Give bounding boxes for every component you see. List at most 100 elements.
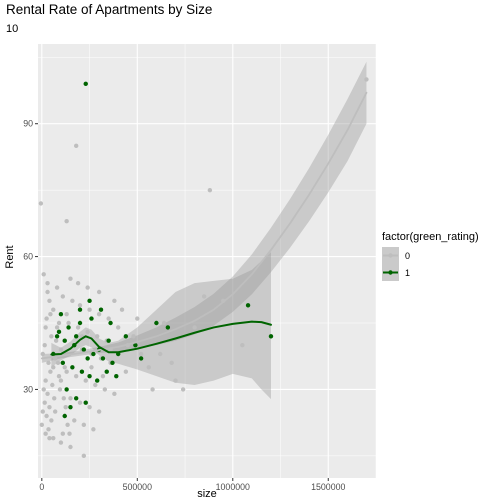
data-point — [102, 387, 108, 392]
data-point — [240, 342, 245, 348]
data-point — [64, 369, 69, 374]
data-point — [41, 387, 46, 392]
data-point — [207, 187, 213, 193]
data-point — [47, 404, 52, 410]
data-point — [119, 307, 125, 312]
data-point — [51, 365, 56, 370]
chart-title: Rental Rate of Apartments by Size — [6, 2, 212, 17]
data-point — [85, 329, 90, 335]
data-point — [123, 369, 129, 374]
data-point — [54, 285, 60, 290]
data-point — [87, 298, 92, 304]
smooth-line-group-0 — [40, 91, 368, 360]
data-point — [62, 338, 67, 343]
data-point — [87, 404, 92, 410]
data-point — [52, 409, 58, 414]
data-point — [40, 409, 45, 414]
data-point — [64, 218, 69, 224]
legend: factor(green_rating) 0 1 — [382, 231, 479, 281]
x-tick-label: 500000 — [123, 482, 152, 492]
data-point — [133, 342, 138, 348]
data-point — [68, 444, 73, 450]
legend-key-point-1 — [388, 270, 393, 275]
data-point — [45, 391, 50, 397]
data-point — [62, 413, 67, 419]
data-point — [46, 360, 51, 366]
data-point — [47, 435, 52, 441]
data-point — [73, 143, 79, 149]
data-point — [45, 289, 50, 295]
data-point — [165, 325, 171, 330]
data-point — [56, 320, 62, 326]
data-point — [161, 320, 167, 326]
data-point — [44, 413, 49, 419]
data-point — [70, 365, 75, 370]
data-point — [75, 325, 81, 330]
chart-subtitle: 10 — [6, 23, 18, 35]
data-point — [123, 334, 129, 339]
data-point — [268, 334, 274, 339]
data-point — [55, 360, 61, 366]
data-point — [52, 396, 57, 401]
smooth-line-0 — [40, 91, 368, 360]
data-point — [62, 365, 67, 370]
data-point — [46, 427, 51, 432]
data-point — [73, 334, 79, 339]
data-point — [42, 400, 47, 405]
data-point — [158, 351, 163, 357]
y-tick-label: 60 — [23, 252, 33, 262]
data-point — [93, 382, 98, 388]
x-tick-label: 0 — [39, 482, 44, 492]
data-point — [110, 360, 115, 366]
data-point — [48, 369, 53, 374]
data-point — [68, 276, 73, 281]
data-point — [58, 378, 64, 383]
data-point — [54, 334, 60, 339]
data-point — [73, 396, 79, 401]
data-point — [66, 325, 71, 330]
data-point — [47, 298, 52, 304]
data-point — [364, 77, 369, 82]
data-point — [77, 303, 83, 308]
data-point — [106, 338, 111, 343]
legend-label-1: 1 — [405, 268, 410, 278]
data-point — [135, 316, 140, 321]
data-point — [44, 316, 49, 321]
data-point — [87, 307, 92, 312]
data-point — [98, 307, 104, 312]
data-point — [66, 320, 71, 326]
data-point — [60, 294, 66, 299]
data-point — [83, 81, 88, 87]
smooth-band-0 — [41, 61, 367, 363]
data-point — [45, 280, 50, 286]
y-axis-ticks: 30 60 90 — [23, 119, 38, 394]
smooth-line-1 — [50, 320, 272, 356]
data-point — [138, 356, 144, 361]
data-point — [58, 347, 64, 352]
data-point — [50, 382, 55, 388]
data-point — [51, 435, 56, 441]
smooth-band-1 — [51, 252, 271, 400]
data-point — [72, 418, 77, 423]
data-point — [81, 453, 87, 459]
data-point — [77, 307, 83, 312]
data-point — [77, 320, 83, 326]
data-point — [114, 373, 119, 379]
data-point — [81, 347, 87, 352]
data-point — [89, 316, 94, 321]
data-point — [43, 431, 48, 436]
data-point — [65, 422, 70, 428]
data-point — [41, 272, 46, 277]
data-point — [104, 369, 109, 374]
plot-panel — [38, 44, 376, 478]
data-point — [85, 285, 90, 290]
data-point — [91, 351, 96, 357]
data-point — [75, 280, 81, 286]
data-point — [83, 378, 88, 383]
data-point — [60, 431, 66, 436]
data-point — [116, 325, 121, 330]
data-point — [112, 391, 117, 397]
data-point — [70, 298, 75, 304]
data-point — [89, 365, 94, 370]
